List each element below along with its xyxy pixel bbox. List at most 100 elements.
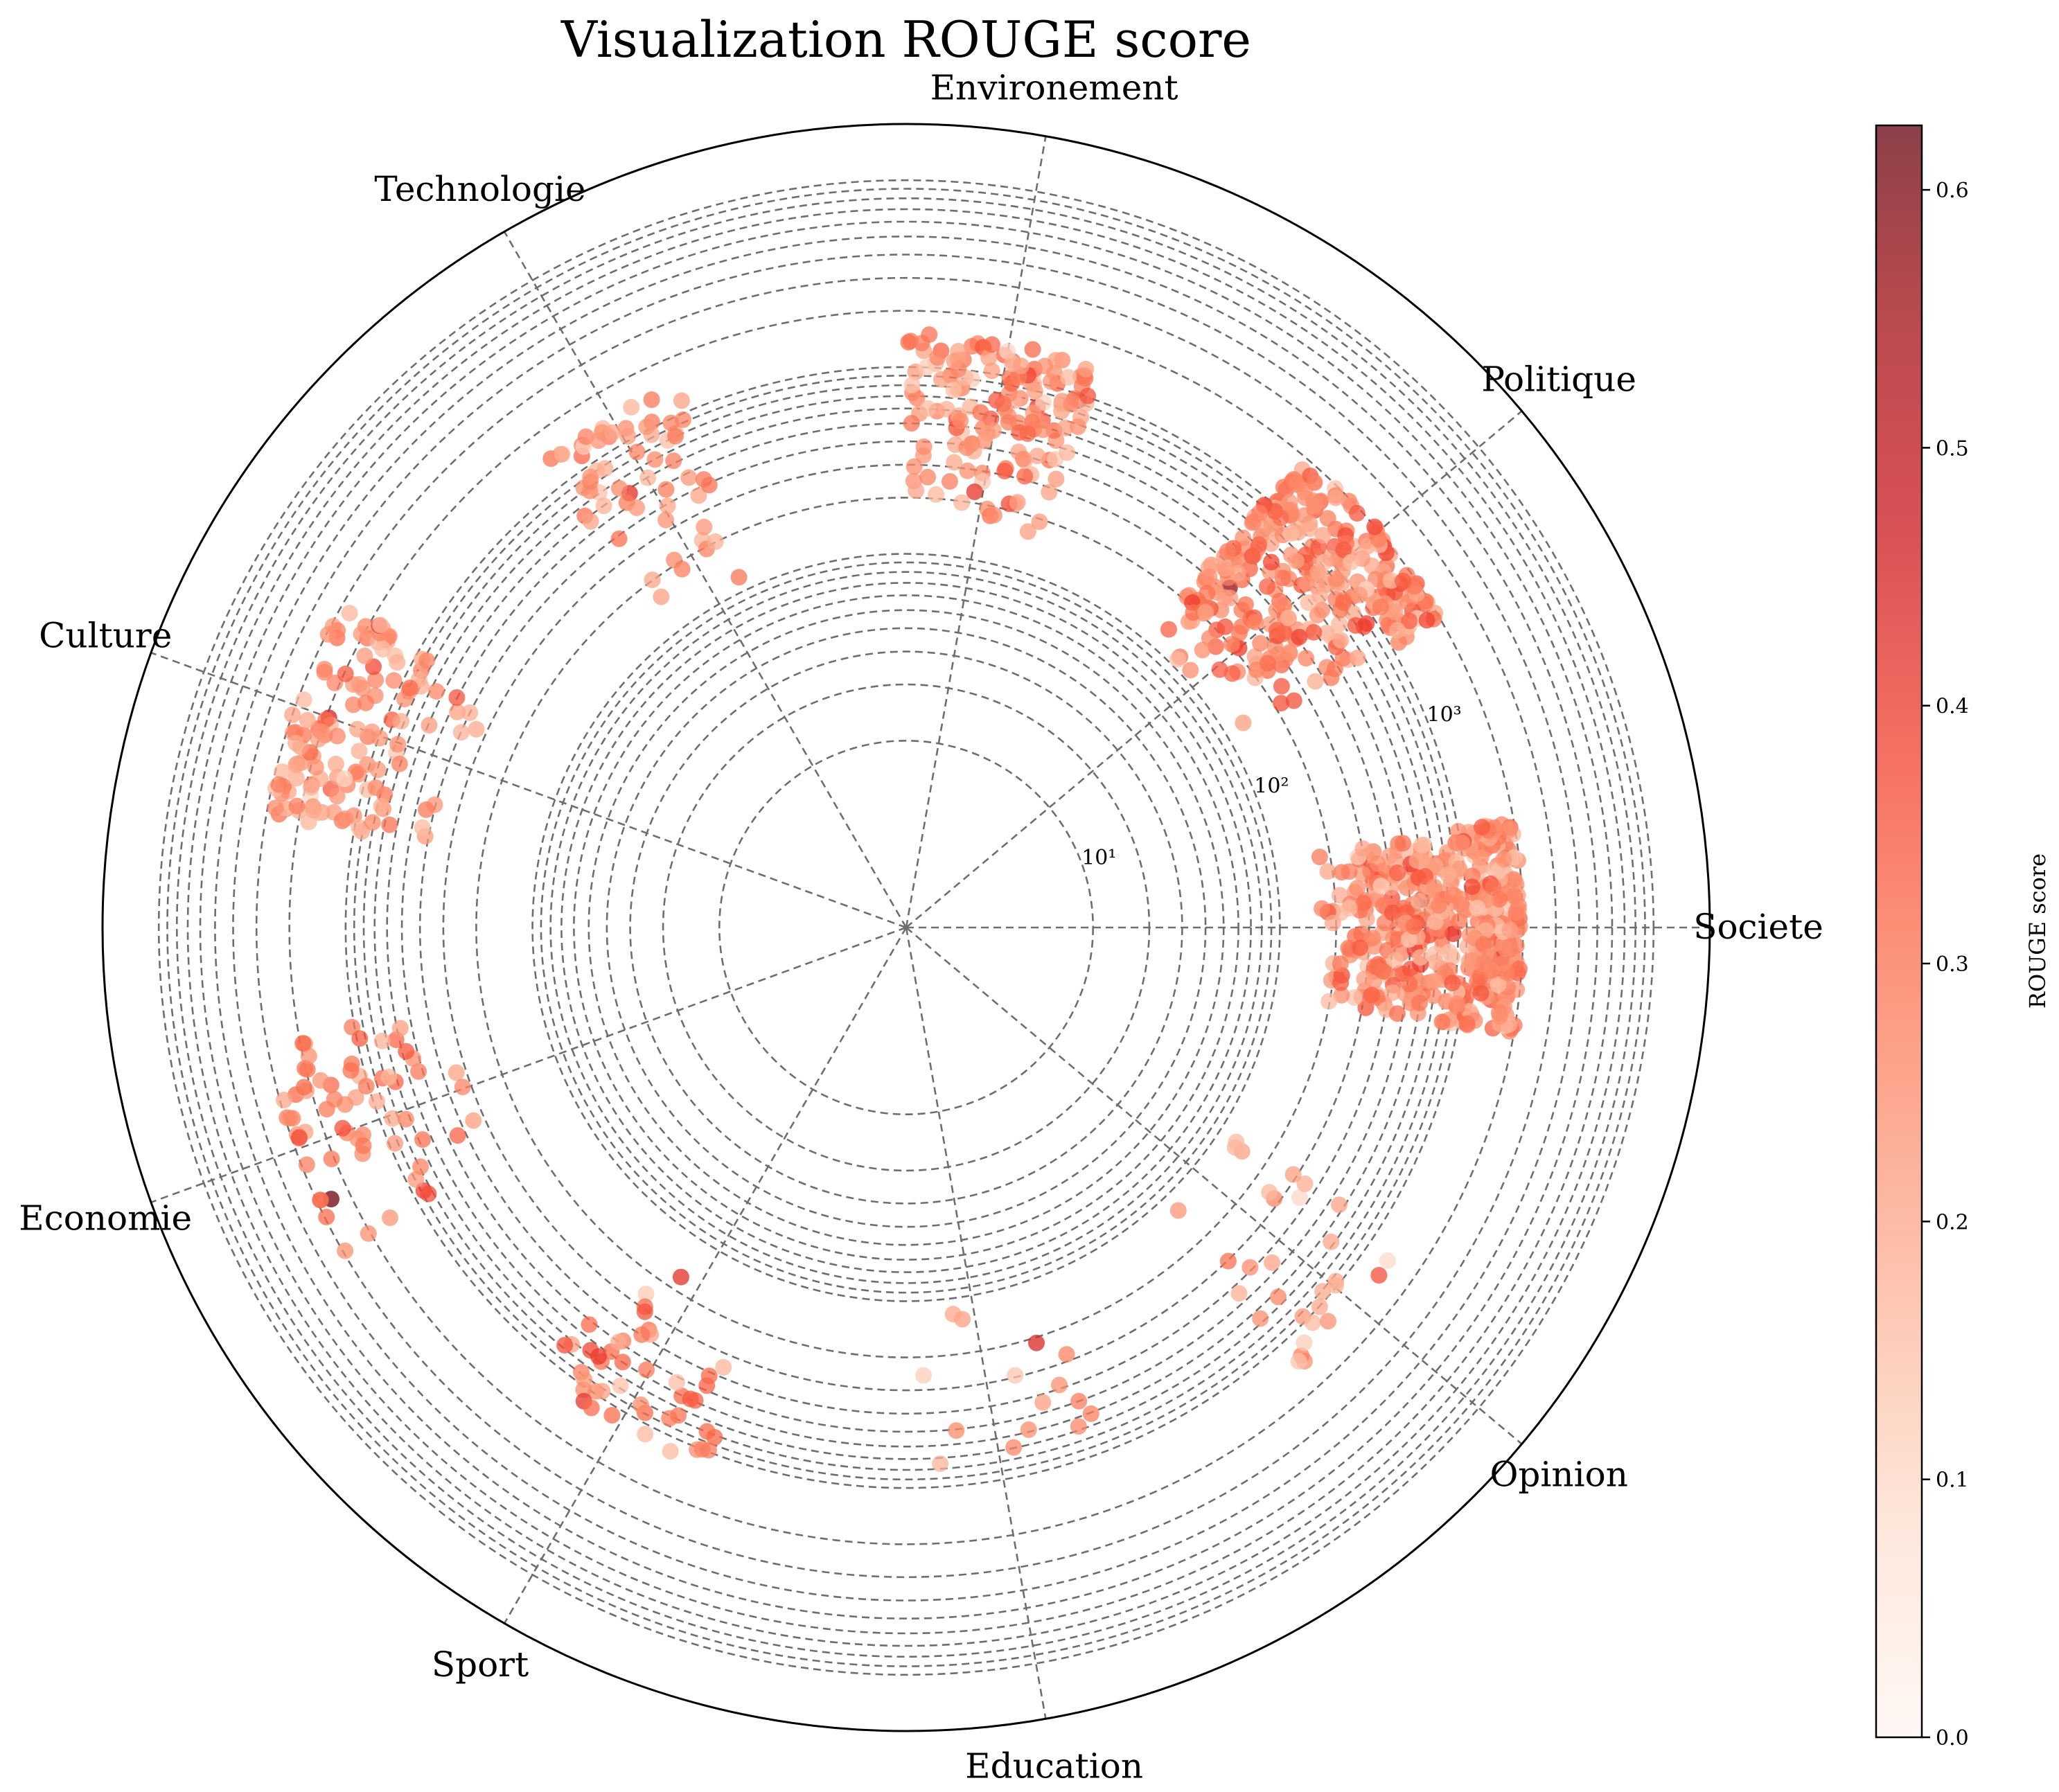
data-point-economie <box>291 1129 308 1146</box>
data-point-societe <box>1333 986 1350 1004</box>
data-point-environement <box>952 412 969 429</box>
data-point-societe <box>1320 993 1338 1010</box>
data-point-societe <box>1372 878 1390 895</box>
data-point-culture <box>452 724 470 741</box>
data-point-economie <box>397 1110 414 1128</box>
data-point-politique <box>1272 509 1289 526</box>
data-point-societe <box>1433 1013 1451 1031</box>
colorbar-tick-label: 0.5 <box>1936 436 1969 461</box>
data-point-societe <box>1441 943 1458 961</box>
data-point-culture <box>418 801 434 818</box>
data-point-technologie <box>619 427 637 445</box>
data-point-technologie <box>673 392 690 409</box>
data-point-sport <box>633 1326 651 1343</box>
data-point-technologie <box>659 497 676 515</box>
data-point-societe <box>1497 940 1514 957</box>
data-point-societe <box>1490 976 1507 993</box>
data-point-technologie <box>644 571 661 589</box>
data-point-societe <box>1401 975 1418 993</box>
data-point-opinion <box>1169 1202 1187 1219</box>
data-point-economie <box>382 1209 398 1226</box>
data-point-politique <box>1311 587 1328 604</box>
data-point-politique <box>1335 594 1352 611</box>
data-point-politique <box>1229 565 1246 582</box>
data-point-environement <box>942 473 958 490</box>
data-point-politique <box>1370 531 1387 548</box>
data-point-opinion <box>1327 1272 1345 1290</box>
data-point-economie <box>420 1185 437 1203</box>
data-point-culture <box>267 799 284 817</box>
data-point-sport <box>636 1303 653 1320</box>
data-point-culture <box>295 691 312 709</box>
data-point-economie <box>312 1191 329 1209</box>
data-point-environement <box>1014 450 1032 468</box>
data-point-politique <box>1280 609 1297 626</box>
data-point-societe <box>1485 878 1502 896</box>
data-point-environement <box>903 376 921 393</box>
data-point-environement <box>946 353 963 370</box>
data-point-culture <box>337 810 354 827</box>
data-point-opinion <box>1304 1314 1321 1331</box>
data-point-culture <box>373 797 390 815</box>
data-point-culture <box>448 689 466 706</box>
data-point-environement <box>921 326 938 344</box>
data-point-societe <box>1430 897 1447 914</box>
data-point-environement <box>1035 394 1052 411</box>
data-point-sport <box>583 1399 600 1417</box>
data-point-societe <box>1411 893 1428 910</box>
colorbar-label: ROUGE score <box>2024 853 2051 1009</box>
data-point-technologie <box>604 424 621 441</box>
data-point-societe <box>1401 931 1417 948</box>
data-point-politique <box>1301 520 1318 538</box>
data-point-societe <box>1495 851 1512 868</box>
data-point-culture <box>312 723 330 740</box>
angular-grid-line <box>503 927 908 1624</box>
data-point-politique <box>1335 541 1352 558</box>
data-point-opinion <box>1331 1196 1347 1214</box>
data-point-politique <box>1282 525 1300 542</box>
data-point-technologie <box>667 427 684 445</box>
data-point-economie <box>369 1093 385 1110</box>
data-point-politique <box>1305 493 1323 510</box>
data-point-culture <box>284 707 301 723</box>
data-point-sport <box>672 1268 689 1286</box>
data-point-sport <box>682 1390 699 1408</box>
data-point-culture <box>389 736 407 753</box>
data-point-societe <box>1341 900 1358 916</box>
data-point-technologie <box>653 588 670 605</box>
data-point-environement <box>966 484 983 500</box>
data-point-societe <box>1363 986 1380 1004</box>
data-point-economie <box>380 1068 398 1085</box>
data-point-environement <box>995 395 1012 412</box>
data-point-culture <box>336 770 353 788</box>
data-point-technologie <box>696 518 713 535</box>
data-point-culture <box>345 696 362 713</box>
data-point-societe <box>1341 863 1358 880</box>
data-point-politique <box>1247 614 1264 631</box>
data-point-education <box>1020 1421 1037 1438</box>
data-point-education <box>1058 1346 1075 1363</box>
data-point-culture <box>461 704 479 721</box>
data-point-politique <box>1296 507 1314 524</box>
data-point-societe <box>1483 962 1500 979</box>
data-point-societe <box>1426 973 1443 990</box>
data-point-politique <box>1366 518 1384 535</box>
data-point-culture <box>328 788 346 805</box>
data-point-sport <box>581 1316 598 1333</box>
polar-frame <box>101 123 1711 1732</box>
data-point-culture <box>372 616 389 634</box>
data-point-technologie <box>657 481 675 498</box>
data-point-technologie <box>643 391 660 408</box>
data-point-societe <box>1508 903 1525 921</box>
data-point-environement <box>1057 419 1074 436</box>
angular-grid-line <box>905 136 1047 928</box>
data-point-technologie <box>707 533 724 550</box>
data-point-economie <box>351 1030 369 1047</box>
data-point-sport <box>614 1354 631 1371</box>
data-point-culture <box>364 814 381 831</box>
data-point-culture <box>401 680 418 697</box>
data-point-environement <box>1042 373 1059 390</box>
data-point-environement <box>1019 425 1036 442</box>
data-point-politique <box>1246 648 1264 665</box>
data-point-culture <box>421 716 438 734</box>
